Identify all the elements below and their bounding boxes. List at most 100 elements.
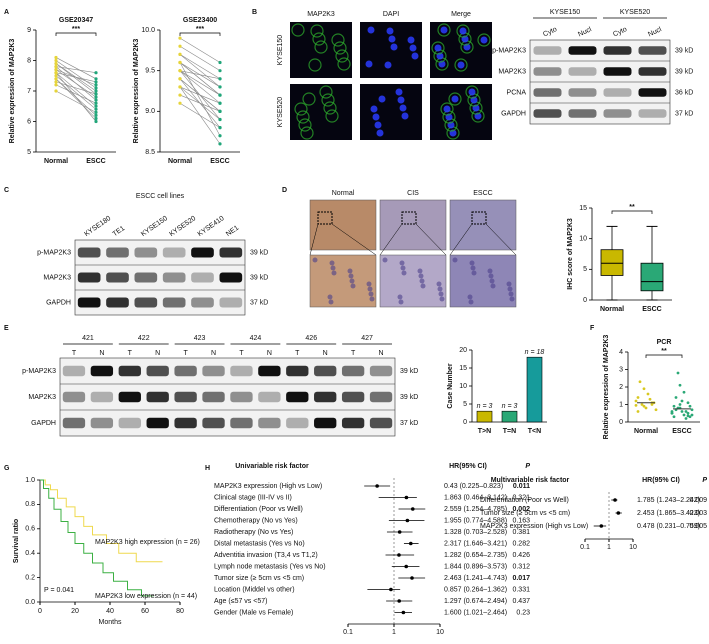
nucleus — [480, 36, 488, 44]
hr-label: 0.478 (0.231–0.759) — [637, 523, 700, 530]
blot-band — [369, 417, 393, 429]
point — [642, 387, 646, 391]
p-label: 0.002 — [512, 506, 530, 513]
pair-line — [179, 62, 221, 96]
y-axis-label: Relative expression of MAP2K3 — [133, 39, 140, 144]
blot-band — [77, 272, 101, 283]
p-label: 0.003 — [689, 510, 707, 517]
ihc-nucleus — [401, 270, 407, 276]
nucleus — [370, 105, 378, 113]
tissue-label: ESCC — [473, 190, 492, 197]
cell-stain — [437, 23, 451, 37]
cell-stain — [300, 126, 314, 140]
p-label: 0.009 — [689, 497, 707, 504]
group-label: 427 — [361, 335, 373, 342]
pair-line — [55, 90, 97, 113]
box — [640, 262, 664, 292]
x-tick-label: Normal — [634, 428, 658, 435]
point — [94, 101, 98, 105]
x-tick-label: 0.1 — [580, 544, 590, 551]
p-label: 0.331 — [512, 586, 530, 593]
point — [636, 410, 640, 413]
ihc-nucleus — [312, 257, 318, 263]
x-tick-label: 60 — [141, 608, 149, 615]
blot-band — [174, 391, 197, 403]
ihc-nucleus — [419, 278, 425, 284]
point — [680, 410, 684, 413]
row-label: Lymph node metastasis (Yes vs No) — [214, 563, 326, 570]
row-label: Radiotherapy (No vs Yes) — [214, 529, 293, 536]
blot-band — [219, 247, 243, 258]
pair-line — [55, 66, 97, 101]
ihc-nucleus — [437, 286, 443, 292]
blot-band — [314, 391, 337, 403]
point — [178, 77, 182, 81]
blot-band — [134, 297, 158, 308]
cell-stain — [454, 58, 468, 72]
blot-row-label: p-MAP2K3 — [22, 368, 56, 375]
blot-band — [314, 365, 337, 377]
blot-band — [638, 67, 667, 76]
nucleus — [384, 61, 392, 69]
point — [686, 411, 690, 415]
point — [676, 371, 680, 375]
chart-title: GSE23400 — [183, 17, 217, 24]
y-tick-label: 1 — [619, 401, 623, 408]
blot-band — [341, 391, 365, 403]
point — [634, 403, 638, 407]
point — [648, 397, 652, 401]
significance: ** — [661, 348, 667, 355]
point — [54, 83, 58, 87]
lane-label: Cyto — [542, 26, 558, 38]
hr-label: 1.600 (1.021–2.464) — [444, 609, 507, 616]
tissue-label: CIS — [407, 190, 419, 197]
point — [94, 71, 98, 75]
point — [94, 107, 98, 111]
blot-band — [369, 365, 393, 377]
blot-band — [230, 391, 253, 403]
x-tick-label: 80 — [176, 608, 184, 615]
blot-band — [638, 109, 667, 118]
blot-band — [118, 365, 141, 377]
nucleus — [386, 27, 394, 35]
cell-stain — [298, 118, 312, 132]
hr-point — [404, 564, 409, 569]
blot-band — [638, 88, 667, 97]
significance-bracket — [179, 32, 221, 36]
ihc-nucleus — [331, 270, 337, 276]
panel-letter: H — [205, 465, 210, 472]
hr-label: 1.297 (0.674–2.494) — [444, 598, 507, 605]
nucleus — [399, 104, 407, 112]
y-tick-label: 0.8 — [25, 501, 35, 508]
p-label: 0.282 — [512, 540, 530, 547]
nucleus — [409, 44, 417, 52]
point — [94, 110, 98, 114]
cell-stain — [310, 24, 324, 38]
point — [94, 83, 98, 87]
zoom-box — [317, 211, 333, 225]
nucleus — [459, 27, 467, 35]
bar — [476, 410, 493, 423]
hr-point — [613, 498, 617, 502]
cell-stain — [431, 41, 445, 55]
ihc-nucleus — [507, 286, 513, 292]
ihc-image — [379, 199, 447, 251]
y-tick-label: 4 — [619, 349, 623, 356]
ihc-nucleus — [349, 278, 355, 284]
series-label: MAP2K3 low expression (n = 44) — [95, 593, 197, 600]
y-tick-label: 5 — [27, 149, 31, 156]
nucleus — [451, 95, 459, 103]
group-label: 422 — [138, 335, 150, 342]
nucleus — [374, 121, 382, 129]
hr-point — [408, 541, 413, 546]
ihc-nucleus — [506, 281, 512, 287]
blot-band — [90, 417, 114, 429]
point — [684, 410, 688, 413]
x-tick-label: ESCC — [86, 158, 105, 165]
pair-line — [55, 72, 97, 122]
point — [94, 104, 98, 108]
cell-stain — [294, 102, 308, 116]
cell-stain — [440, 102, 454, 116]
point — [94, 95, 98, 99]
